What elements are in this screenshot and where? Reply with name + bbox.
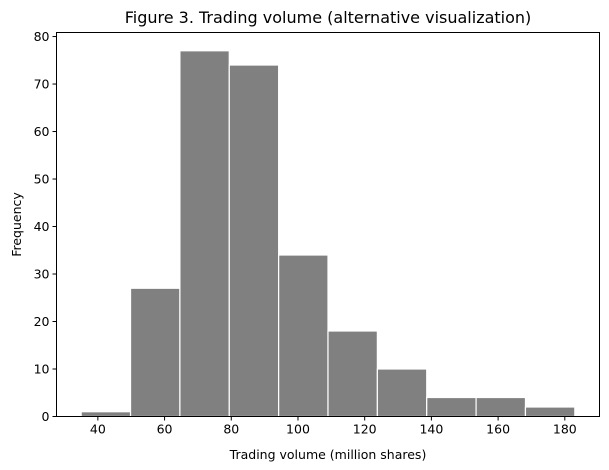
y-tick-label: 50 (34, 172, 50, 187)
x-tick-label: 100 (286, 422, 310, 437)
histogram-bar-8 (426, 396, 477, 418)
x-axis-label: Trading volume (million shares) (229, 447, 427, 462)
histogram-bar-4 (228, 64, 280, 418)
x-tick-label: 140 (419, 422, 443, 437)
bars-group (80, 50, 576, 418)
y-tick-label: 80 (34, 29, 50, 44)
y-axis-label: Frequency (9, 192, 24, 257)
x-tick-label: 40 (90, 422, 106, 437)
y-tick-label: 20 (34, 314, 50, 329)
x-tick-label: 180 (553, 422, 577, 437)
histogram-bar-5 (278, 254, 329, 418)
x-tick-label: 160 (486, 422, 510, 437)
y-tick-label: 10 (34, 362, 50, 377)
histogram-bar-6 (327, 330, 378, 418)
x-axis: 40 60 80 100 120 140 160 180 (90, 416, 577, 437)
histogram-bar-2 (129, 287, 181, 418)
histogram-bar-7 (376, 368, 428, 418)
y-tick-label: 60 (34, 124, 50, 139)
y-axis: 0 10 20 30 40 50 60 70 80 (34, 29, 57, 424)
histogram-bar-10 (524, 406, 576, 418)
x-tick-label: 120 (353, 422, 377, 437)
y-tick-label: 70 (34, 77, 50, 92)
chart-title: Figure 3. Trading volume (alternative vi… (125, 8, 532, 27)
x-tick-label: 80 (223, 422, 239, 437)
y-tick-label: 40 (34, 219, 50, 234)
histogram-bar-1 (80, 411, 132, 418)
y-tick-label: 30 (34, 267, 50, 282)
x-tick-label: 60 (157, 422, 173, 437)
plot-frame (56, 32, 600, 417)
histogram-bar-9 (475, 396, 527, 418)
y-tick-label: 0 (42, 409, 50, 424)
histogram-bar-3 (179, 50, 230, 418)
